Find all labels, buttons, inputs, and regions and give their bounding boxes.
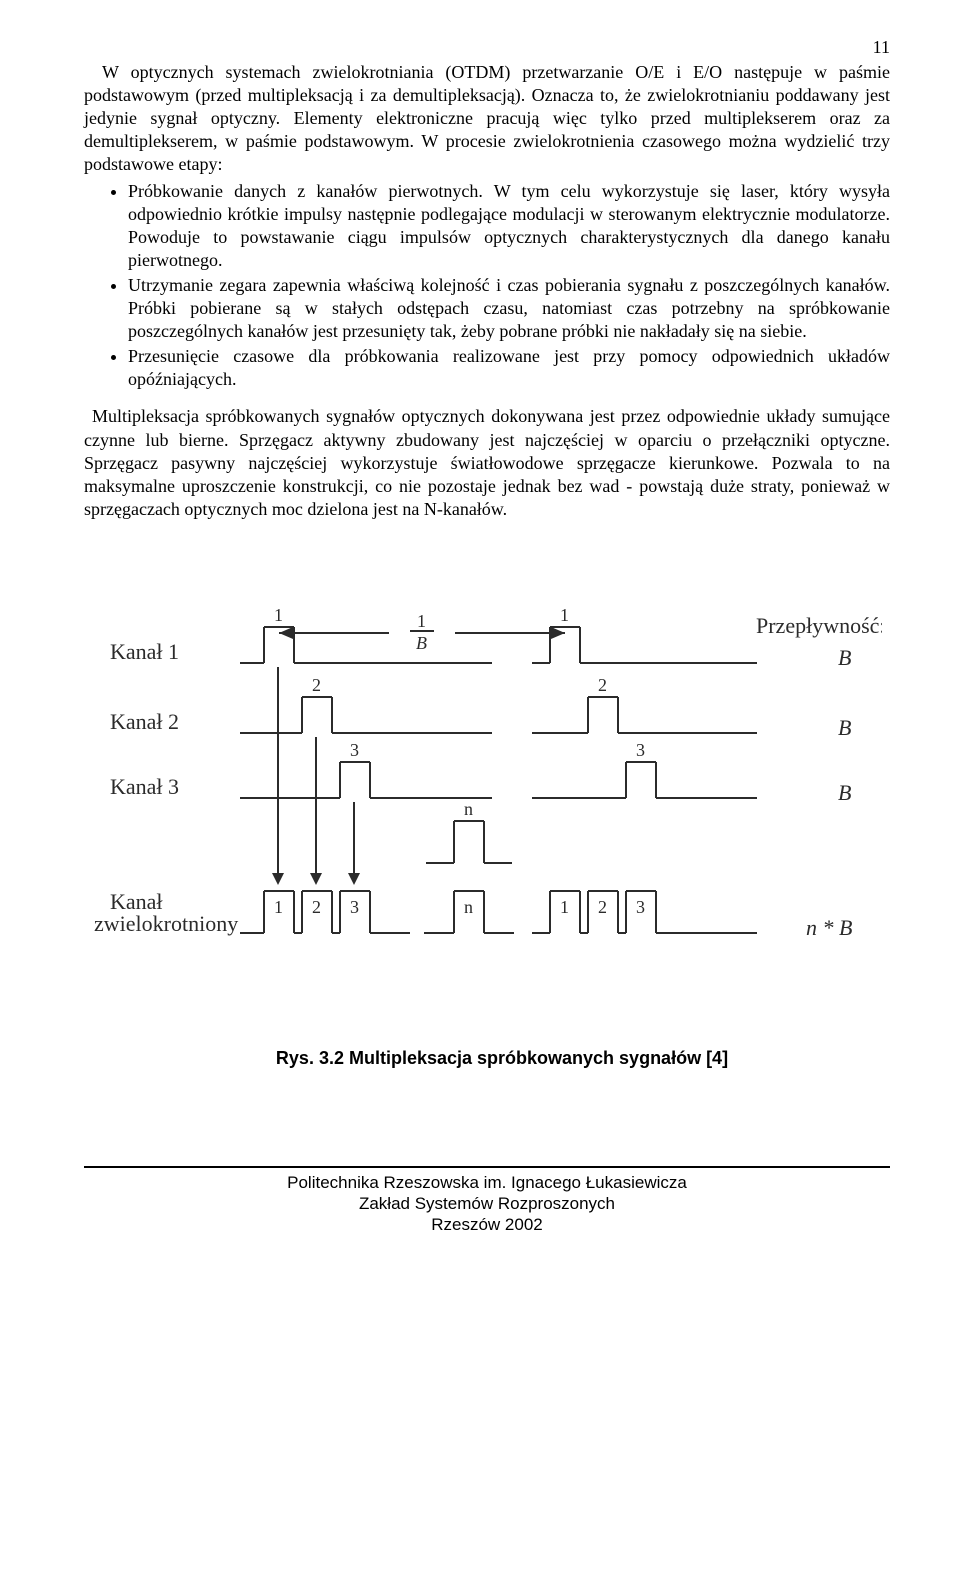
svg-text:Kanał 1: Kanał 1 [110, 639, 179, 664]
svg-text:n: n [464, 799, 473, 819]
svg-text:Kanał 3: Kanał 3 [110, 774, 179, 799]
svg-text:2: 2 [598, 897, 607, 917]
svg-text:1: 1 [417, 611, 426, 631]
footer: Politechnika Rzeszowska im. Ignacego Łuk… [84, 1166, 890, 1236]
svg-text:Kanał 2: Kanał 2 [110, 709, 179, 734]
svg-text:B: B [838, 715, 851, 740]
bullet-item: Przesunięcie czasowe dla próbkowania rea… [128, 345, 890, 391]
svg-text:1: 1 [274, 897, 283, 917]
svg-text:1: 1 [560, 605, 569, 625]
svg-text:Przepływność:: Przepływność: [756, 613, 882, 638]
svg-text:2: 2 [312, 897, 321, 917]
page-number: 11 [84, 36, 890, 59]
svg-text:1: 1 [560, 897, 569, 917]
paragraph-1: W optycznych systemach zwielokrotniania … [84, 61, 890, 176]
svg-text:B: B [838, 645, 851, 670]
svg-text:3: 3 [636, 897, 645, 917]
figure: 111B2233n123n123Kanał 1Kanał 2Kanał 3Kan… [84, 603, 890, 1013]
svg-text:3: 3 [636, 740, 645, 760]
footer-line: Zakład Systemów Rozproszonych [84, 1193, 890, 1214]
svg-text:n * B: n * B [806, 915, 852, 940]
bullet-item: Utrzymanie zegara zapewnia właściwą kole… [128, 274, 890, 343]
svg-text:B: B [838, 780, 851, 805]
svg-text:2: 2 [312, 675, 321, 695]
bullet-item: Próbkowanie danych z kanałów pierwotnych… [128, 180, 890, 272]
bullet-list: Próbkowanie danych z kanałów pierwotnych… [84, 180, 890, 391]
svg-text:zwielokrotniony: zwielokrotniony [94, 911, 238, 936]
svg-text:2: 2 [598, 675, 607, 695]
paragraph-2: Multipleksacja spróbkowanych sygnałów op… [84, 405, 890, 520]
svg-text:B: B [416, 633, 427, 653]
footer-line: Rzeszów 2002 [84, 1214, 890, 1235]
svg-text:n: n [464, 897, 473, 917]
figure-caption: Rys. 3.2 Multipleksacja spróbkowanych sy… [114, 1047, 890, 1070]
svg-text:3: 3 [350, 740, 359, 760]
multiplex-diagram: 111B2233n123n123Kanał 1Kanał 2Kanał 3Kan… [92, 603, 882, 1013]
svg-text:3: 3 [350, 897, 359, 917]
footer-line: Politechnika Rzeszowska im. Ignacego Łuk… [84, 1172, 890, 1193]
svg-text:1: 1 [274, 605, 283, 625]
